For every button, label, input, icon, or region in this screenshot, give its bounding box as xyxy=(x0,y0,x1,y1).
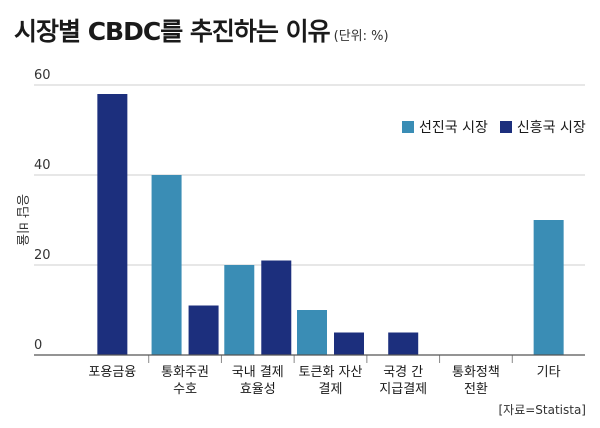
legend-item: 신흥국 시장 xyxy=(499,117,586,137)
x-tick-label: 통화정책 xyxy=(452,365,500,380)
y-tick-label: 40 xyxy=(34,158,51,173)
y-tick-label: 0 xyxy=(34,338,42,353)
chart-title-block: 시장별 CBDC를 추진하는 이유 (단위: %) xyxy=(14,12,389,48)
unit-label: (단위: %) xyxy=(333,29,389,44)
y-tick-label: 20 xyxy=(34,248,51,263)
legend-swatch xyxy=(499,121,512,133)
bar-emerging xyxy=(97,94,128,355)
x-tick-label: 수호 xyxy=(173,382,197,397)
legend-label: 신흥국 시장 xyxy=(516,120,586,136)
bar-developed xyxy=(297,310,327,355)
bar-emerging xyxy=(334,332,364,355)
legend-label: 선진국 시장 xyxy=(419,120,488,136)
bar-developed xyxy=(151,175,182,355)
x-tick-label: 포용금융 xyxy=(88,365,136,380)
bar-emerging xyxy=(261,260,292,355)
bar-developed xyxy=(224,265,255,355)
x-tick-label: 국경 간 xyxy=(383,365,423,380)
x-tick-label: 기타 xyxy=(537,365,561,380)
y-axis-label: 응답 비율 xyxy=(14,194,29,246)
bar-developed xyxy=(533,220,564,355)
x-tick-label: 국내 결제 xyxy=(232,365,284,380)
x-tick-label: 토큰화 자산 xyxy=(299,365,363,380)
legend-swatch xyxy=(402,121,414,133)
bar-emerging xyxy=(388,332,419,355)
y-tick-label: 60 xyxy=(34,68,51,83)
x-tick-label: 지급결제 xyxy=(379,382,427,397)
x-tick-label: 효율성 xyxy=(240,382,276,397)
bar-emerging xyxy=(188,305,219,355)
x-tick-label: 결제 xyxy=(319,382,343,397)
source-label: [자료=Statista] xyxy=(498,403,586,417)
x-tick-label: 통화주권 xyxy=(161,365,209,380)
x-tick-label: 전환 xyxy=(464,382,488,397)
legend: 선진국 시장 신흥국 시장 xyxy=(402,117,586,137)
chart-title: 시장별 CBDC를 추진하는 이유 xyxy=(14,17,331,46)
legend-item: 선진국 시장 xyxy=(402,117,488,137)
